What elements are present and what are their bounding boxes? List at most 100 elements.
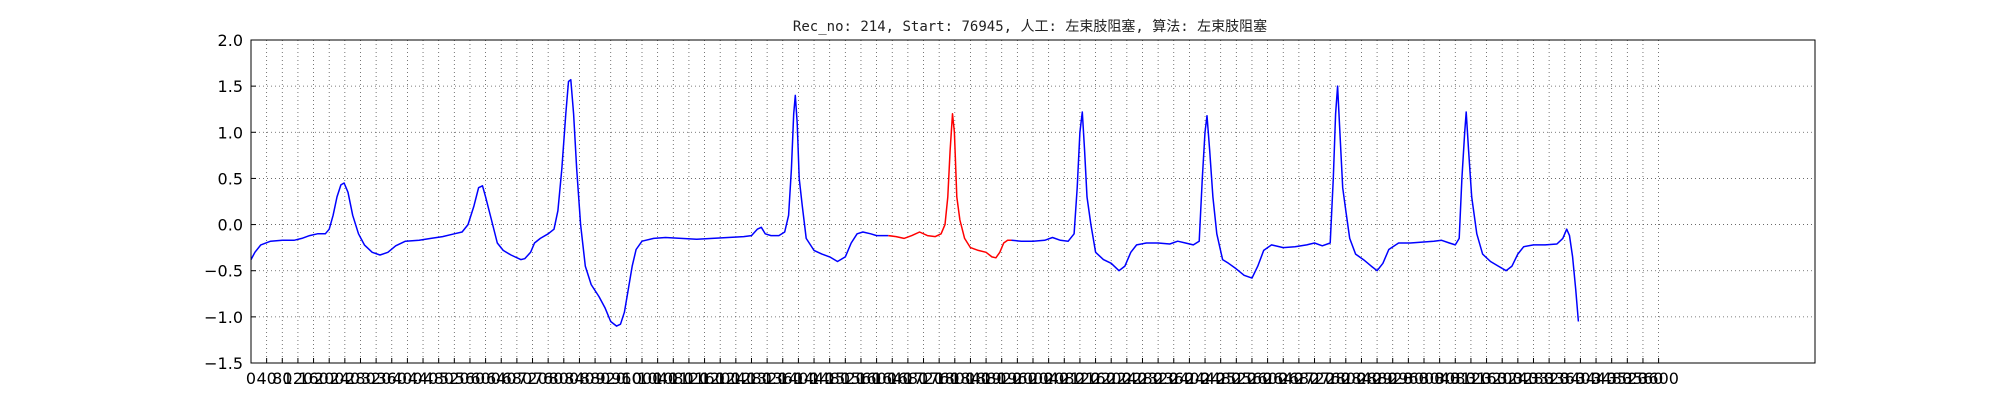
x-tick-label: 1600 <box>856 369 897 388</box>
x-tick-label: 2040 <box>1028 369 1069 388</box>
x-tick-label: 3400 <box>1560 369 1601 388</box>
x-tick-label: 1880 <box>966 369 1007 388</box>
x-tick-label: 2240 <box>1106 369 1147 388</box>
x-tick-label: 440 <box>408 369 439 388</box>
x-tick-label: 1000 <box>622 369 663 388</box>
x-tick-label: 360 <box>376 369 407 388</box>
x-tick-label: 2120 <box>1060 369 1101 388</box>
x-tick-label: 1120 <box>669 369 710 388</box>
y-tick-label: −0.5 <box>204 262 243 281</box>
x-tick-label: 1480 <box>809 369 850 388</box>
x-tick-label: 2280 <box>1122 369 1163 388</box>
x-tick-label: 2800 <box>1325 369 1366 388</box>
x-tick-label: 2720 <box>1294 369 1335 388</box>
x-tick-label: 2360 <box>1153 369 1194 388</box>
x-tick-label: 1440 <box>794 369 835 388</box>
x-tick-label: 3200 <box>1482 369 1523 388</box>
x-tick-label: 3520 <box>1607 369 1648 388</box>
x-tick-label: 2960 <box>1388 369 1429 388</box>
x-tick-label: 2880 <box>1357 369 1398 388</box>
x-tick-label: 200 <box>314 369 345 388</box>
x-tick-label: 1400 <box>778 369 819 388</box>
x-tick-label: 1560 <box>841 369 882 388</box>
x-tick-label: 2160 <box>1075 369 1116 388</box>
x-tick-label: 880 <box>580 369 611 388</box>
x-tick-label: 2480 <box>1200 369 1241 388</box>
series-line-2 <box>888 113 1012 259</box>
y-tick-label: −1.0 <box>204 308 243 327</box>
x-tick-label: 2080 <box>1044 369 1085 388</box>
x-tick-label: 3080 <box>1435 369 1476 388</box>
x-tick-label: 1720 <box>903 369 944 388</box>
x-axis: 0 408012016020024028032036040044048052056… <box>246 358 1679 388</box>
x-tick-label: 480 <box>423 369 454 388</box>
x-tick-label: 2520 <box>1216 369 1257 388</box>
x-tick-label: 680 <box>502 369 533 388</box>
x-tick-label: 1760 <box>919 369 960 388</box>
x-tick-label: 1920 <box>981 369 1022 388</box>
x-tick-label: 280 <box>345 369 376 388</box>
x-tick-label: 3560 <box>1623 369 1664 388</box>
x-tick-label: 1200 <box>700 369 741 388</box>
y-tick-label: 0.5 <box>218 169 243 188</box>
x-tick-label: 920 <box>595 369 626 388</box>
x-tick-label: 3480 <box>1591 369 1632 388</box>
y-axis: −1.5 −1.0 −0.5 0.0 0.5 1.0 1.5 2.0 <box>204 31 256 373</box>
x-tick-label: 760 <box>533 369 564 388</box>
x-tick-label: 800 <box>549 369 580 388</box>
x-tick-label: 1040 <box>637 369 678 388</box>
x-tick-label: 120 <box>283 369 314 388</box>
x-tick-label: 600 <box>470 369 501 388</box>
x-tick-label: 2200 <box>1091 369 1132 388</box>
x-tick-label: 3320 <box>1529 369 1570 388</box>
x-tick-label: 3360 <box>1544 369 1585 388</box>
x-tick-label: 1640 <box>872 369 913 388</box>
x-tick-label: 1680 <box>888 369 929 388</box>
x-tick-label: 1800 <box>934 369 975 388</box>
y-tick-label: −1.5 <box>204 354 243 373</box>
x-tick-label: 2760 <box>1310 369 1351 388</box>
y-tick-label: 1.0 <box>218 123 243 142</box>
x-tick-label: 520 <box>439 369 470 388</box>
x-tick-label: 960 <box>611 369 642 388</box>
series-line-1 <box>250 78 889 327</box>
x-tick-label: 2440 <box>1185 369 1226 388</box>
x-tick-label: 2840 <box>1341 369 1382 388</box>
x-tick-label: 3600 <box>1638 369 1679 388</box>
x-tick-label: 2600 <box>1247 369 1288 388</box>
x-tick-label: 2920 <box>1372 369 1413 388</box>
x-tick-label: 3160 <box>1466 369 1507 388</box>
x-tick-label: 3040 <box>1419 369 1460 388</box>
series-line-3 <box>1011 85 1580 322</box>
y-tick-label: 0.0 <box>218 216 243 235</box>
grid-lines <box>250 39 1815 364</box>
x-tick-label: 1080 <box>653 369 694 388</box>
series-layer <box>250 78 1580 327</box>
y-tick-label: 1.5 <box>218 77 243 96</box>
x-tick-label: 640 <box>486 369 517 388</box>
x-tick-label: 3120 <box>1451 369 1492 388</box>
x-tick-label: 400 <box>392 369 423 388</box>
x-tick-label: 80 <box>272 369 292 388</box>
x-tick-label: 160 <box>298 369 329 388</box>
x-tick-label: 1360 <box>762 369 803 388</box>
x-tick-label: 720 <box>517 369 548 388</box>
x-tick-label: 1320 <box>747 369 788 388</box>
x-tick-label: 1840 <box>950 369 991 388</box>
x-tick-label: 320 <box>361 369 392 388</box>
x-tick-label: 2640 <box>1263 369 1304 388</box>
x-tick-label: 2400 <box>1169 369 1210 388</box>
x-tick-label: 3280 <box>1513 369 1554 388</box>
x-tick-label: 240 <box>330 369 361 388</box>
x-tick-label: 2000 <box>1013 369 1054 388</box>
x-tick-label: 2560 <box>1232 369 1273 388</box>
x-tick-label: 1240 <box>715 369 756 388</box>
x-tick-label: 40 <box>256 369 276 388</box>
x-tick-label: 1280 <box>731 369 772 388</box>
x-tick-label: 2320 <box>1138 369 1179 388</box>
x-tick-label: 1520 <box>825 369 866 388</box>
x-tick-label: 0 <box>246 369 256 388</box>
x-tick-label: 560 <box>455 369 486 388</box>
x-tick-label: 3000 <box>1404 369 1445 388</box>
